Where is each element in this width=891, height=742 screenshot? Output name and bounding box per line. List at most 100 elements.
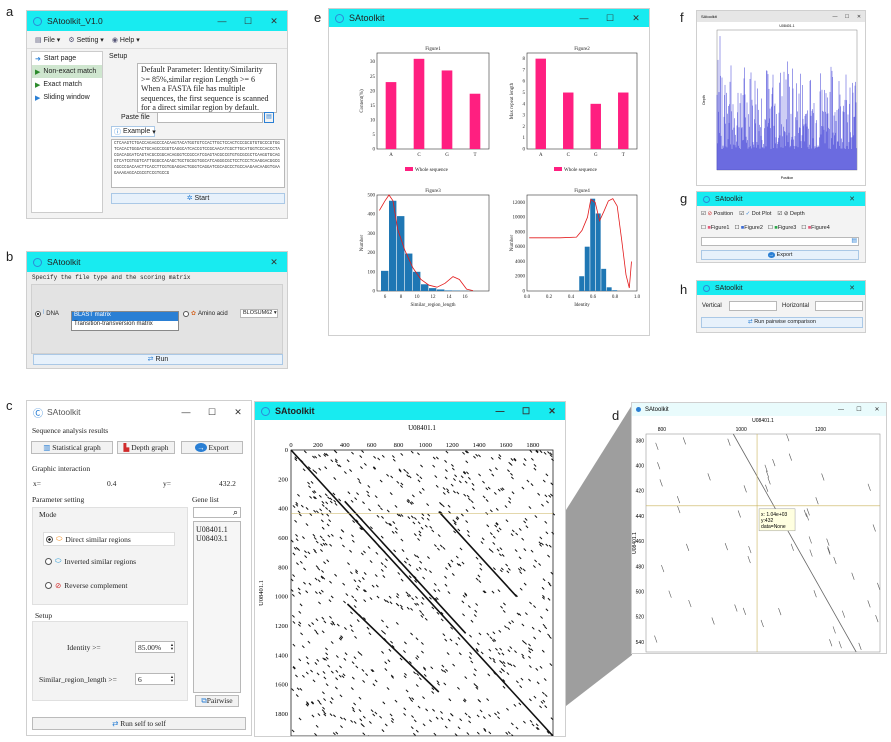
close-button[interactable]: ✕ [270,256,278,267]
matrix-option-transition[interactable]: Transition-transversion matrix [74,321,153,327]
menu-help[interactable]: ◉ Help ▾ [111,36,140,44]
pairwise-button[interactable]: ⧉Pairwise [195,695,239,707]
dotplot-checkbox[interactable]: ☑ ✓ Dot Plot [739,211,772,217]
export-path-input[interactable]: ▤ [701,237,859,246]
dot-mark [412,521,416,525]
tooltip-line: data=None [761,524,786,530]
maximize-button[interactable]: ☐ [605,12,615,23]
close-button[interactable]: ✕ [632,12,640,23]
x-tick-label: 16 [463,295,469,300]
mode-reverse-option[interactable]: ⊘ Reverse complement [45,581,127,590]
nav-item-sliding-window[interactable]: ▶ Sliding window [35,94,90,102]
gene-item[interactable]: U08401.1 [196,525,228,534]
nav-item-exact[interactable]: ▶ Exact match [35,81,82,89]
x-tick-label: 800 [658,427,667,433]
gene-item[interactable]: U08403.1 [196,534,228,543]
dot-mark [391,717,395,721]
dot-mark [421,613,425,616]
close-button[interactable]: ✕ [849,196,855,203]
vertical-input[interactable] [729,301,777,311]
dot-mark [480,651,484,655]
dot-mark [312,490,315,494]
dot-mark [292,665,296,669]
y-axis-label: Depth [702,95,706,104]
sequence-textarea[interactable]: CTCAAGTCTGACCAGAGCCCACAAGTACATGGTGTCCACT… [111,139,285,188]
menu-file[interactable]: ▤ File ▾ [35,36,61,44]
figure3-checkbox[interactable]: ☐ ■Figure3 [767,225,797,231]
matrix-dropdown[interactable]: BLAST matrix Transition-transversion mat… [71,311,179,331]
spin-arrows-icon[interactable]: ▲ ▼ [170,674,174,683]
minimize-button[interactable]: — [181,407,191,417]
maximize-button[interactable]: ☐ [856,407,862,413]
depth-checkbox[interactable]: ☑ ⊘ Depth [777,211,805,217]
close-button[interactable]: ✕ [234,406,242,417]
dot-mark [542,596,545,600]
maximize-button[interactable]: ☐ [243,15,253,26]
dot-mark [375,551,379,555]
export-button[interactable]: → Export [181,441,243,454]
gene-search-input[interactable]: ⌕ [193,507,241,518]
open-file-icon[interactable]: ▤ [264,112,274,123]
minimize-button[interactable]: — [832,13,838,20]
amino-matrix-select[interactable]: BLOSUM62 ▾ [240,309,278,318]
close-button[interactable]: ✕ [270,15,278,26]
depth-plot[interactable]: U08401.1 Position Depth [697,22,866,186]
folder-icon[interactable]: ▤ [851,238,857,244]
dot-plot[interactable]: U08401.1 0 200 400 600 800 1000 1200 1400 1600 180… [255,420,566,737]
dot-mark [494,467,498,471]
export-button[interactable]: → Export [701,250,859,260]
dot-mark [436,547,440,551]
dot-mark [396,593,400,596]
close-button[interactable]: ✕ [856,13,862,20]
statistical-graph-button[interactable]: ▥ Statistical graph [31,441,113,454]
dna-radio[interactable]: ⦚ DNA [35,310,59,317]
identity-spinbox[interactable]: 85.00% ▲ ▼ [135,641,175,653]
close-button[interactable]: ✕ [548,405,556,416]
close-button[interactable]: ✕ [874,407,880,413]
figure1-checkbox[interactable]: ☐ ■Figure1 [701,225,730,231]
minimize-button[interactable]: — [838,406,844,413]
horizontal-input[interactable] [815,301,863,311]
position-checkbox[interactable]: ☑ ⊘ Position [701,211,734,217]
plot-frame [645,433,881,653]
legend-swatch [554,167,562,171]
dot-mark [355,587,359,591]
nav-item-non-exact[interactable]: ▶ Non-exact match [32,65,102,78]
dot-mark [408,563,412,567]
zoomed-dot-plot[interactable]: U08401.1 800 1000 1200 380 400 420 440 460 480 500… [632,416,887,654]
dot-mark [528,650,532,654]
maximize-button[interactable]: ☐ [207,406,217,417]
mode-direct-option[interactable]: ⬭ Direct similar regions [43,532,175,546]
depth-graph-button[interactable]: ▙ Depth graph [117,441,175,454]
dot-mark [325,506,329,510]
dot-mark [440,717,444,721]
paste-file-input[interactable] [157,112,263,123]
nav-item-start-page[interactable]: ➜ Start page [35,55,77,63]
minimize-button[interactable]: — [217,16,227,26]
figure2-checkbox[interactable]: ☐ ■Figure2 [734,225,763,231]
dot-mark [402,650,406,653]
run-self-button[interactable]: ⇄ Run self to self [32,717,246,730]
amino-radio[interactable]: ✿ Amino acid [183,310,228,317]
spin-arrows-icon[interactable]: ▲ ▼ [170,642,174,651]
close-button[interactable]: ✕ [849,285,855,292]
start-button[interactable]: ✲ Start [111,193,285,204]
mode-inverted-option[interactable]: ⬭ Inverted similar regions [45,556,136,566]
maximize-button[interactable]: ☐ [521,405,531,416]
example-dropdown[interactable]: ⓘ Example ▾ [111,126,156,137]
dot-mark [349,571,353,575]
dot-mark [400,538,404,542]
dot-mark [543,451,547,455]
run-pairwise-button[interactable]: ⇄ Run pairwise comparison [701,317,863,328]
minimize-button[interactable]: — [495,406,505,416]
dot-mark [471,487,475,491]
figure4-checkbox[interactable]: ☐ ■Figure4 [801,225,830,231]
dot-mark [295,503,299,507]
dot-mark [345,593,349,596]
matrix-option-blast[interactable]: BLAST matrix [72,312,178,321]
length-spinbox[interactable]: 6 ▲ ▼ [135,673,175,685]
run-button[interactable]: ⇄ Run [33,354,283,365]
minimize-button[interactable]: — [579,13,589,23]
maximize-button[interactable]: ☐ [844,13,850,20]
menu-setting[interactable]: ⚙ Setting ▾ [68,36,104,44]
